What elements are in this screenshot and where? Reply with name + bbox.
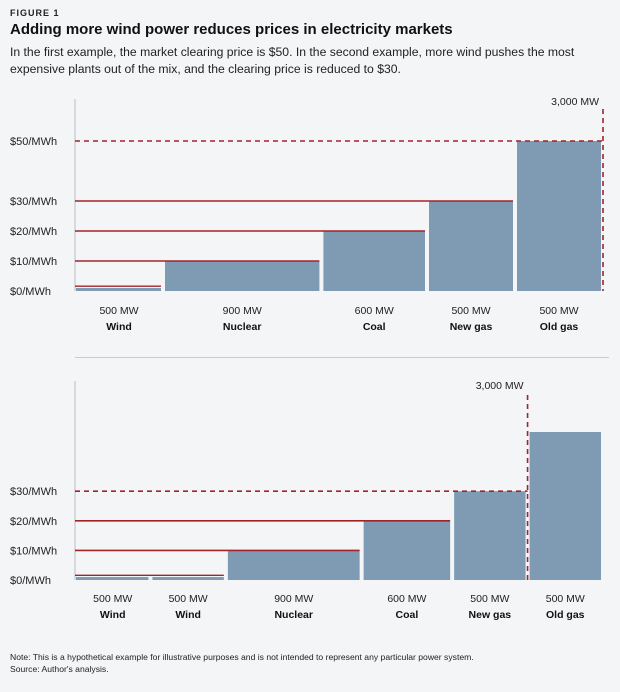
chart-example-2: 3,000 MW $0/MWh $10/MWh $20/MWh $30/MWh 500 M… (10, 380, 601, 621)
bar-nuclear (227, 550, 360, 580)
y-tick-label: $0/MWh (10, 575, 51, 587)
category-label: Coal (363, 321, 386, 333)
capacity-label: 500 MW (93, 593, 132, 605)
category-label: Coal (396, 609, 419, 621)
capacity-label: 600 MW (355, 305, 394, 317)
category-label: Nuclear (274, 609, 313, 621)
figure-note: Note: This is a hypothetical example for… (10, 652, 474, 675)
y-tick-label: $20/MWh (10, 516, 57, 528)
category-label: Wind (106, 321, 132, 333)
source-text: Source: Author's analysis. (10, 663, 109, 674)
y-tick-label: $10/MWh (10, 545, 57, 557)
y-tick-label: $30/MWh (10, 196, 57, 208)
bar-new-gas (429, 201, 513, 291)
bar-coal (363, 520, 451, 580)
category-label: New gas (450, 321, 493, 333)
y-tick-label: $10/MWh (10, 256, 57, 268)
capacity-label: 900 MW (223, 305, 262, 317)
category-label: Wind (175, 609, 201, 621)
capacity-limit-label: 3,000 MW (551, 96, 599, 108)
category-label: Nuclear (223, 321, 262, 333)
chart-example-1: 3,000 MW $0/MWh $10/MWh $20/MWh $30/MWh $50/M… (10, 96, 604, 333)
bar-nuclear (165, 261, 320, 291)
figure-title: Adding more wind power reduces prices in… (10, 21, 453, 38)
bar-wind (152, 577, 224, 580)
y-tick-label: $50/MWh (10, 136, 57, 148)
bar-old-gas (517, 141, 601, 291)
capacity-label: 500 MW (539, 305, 578, 317)
y-tick-label: $20/MWh (10, 226, 57, 238)
capacity-label: 500 MW (470, 593, 509, 605)
capacity-label: 600 MW (387, 593, 426, 605)
capacity-label: 900 MW (274, 593, 313, 605)
capacity-limit-label: 3,000 MW (476, 380, 524, 392)
bar-old-gas (529, 432, 601, 580)
bar-wind (76, 288, 161, 291)
category-label: Old gas (546, 609, 585, 621)
category-label: Wind (100, 609, 126, 621)
y-tick-label: $0/MWh (10, 286, 51, 298)
bar-coal (323, 231, 425, 291)
y-tick-label: $30/MWh (10, 486, 57, 498)
bar-new-gas (454, 491, 526, 580)
capacity-label: 500 MW (99, 305, 138, 317)
category-label: Old gas (540, 321, 579, 333)
category-label: New gas (469, 609, 512, 621)
figure-subtitle: In the first example, the market clearin… (10, 45, 575, 76)
capacity-label: 500 MW (451, 305, 490, 317)
note-text: Note: This is a hypothetical example for… (10, 652, 474, 662)
capacity-label: 500 MW (546, 593, 585, 605)
chart-divider (75, 357, 609, 358)
capacity-label: 500 MW (169, 593, 208, 605)
bar-wind (76, 577, 149, 580)
figure-label: FIGURE 1 (10, 8, 60, 18)
